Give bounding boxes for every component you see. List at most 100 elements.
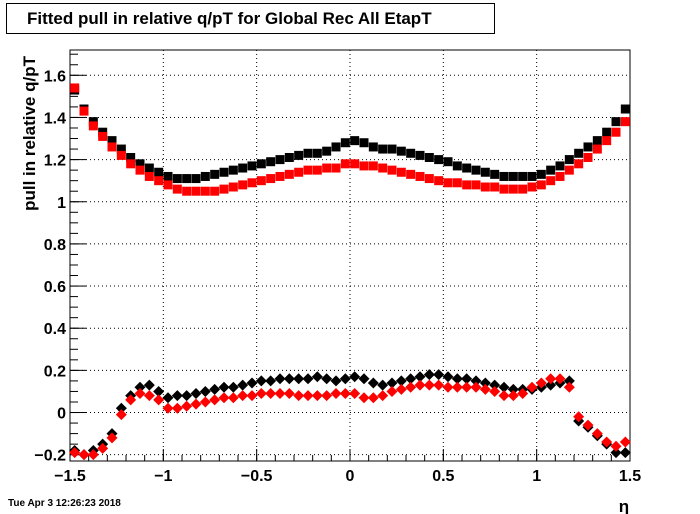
data-point-diamond (582, 419, 594, 431)
x-tick-label: 1 (532, 468, 541, 485)
data-point-diamond (283, 373, 295, 385)
data-point-diamond (507, 383, 519, 395)
data-point-diamond (554, 373, 566, 385)
data-point-square (378, 144, 388, 154)
data-point-square (182, 174, 192, 184)
data-point-diamond (358, 373, 370, 385)
data-point-diamond (433, 369, 445, 381)
data-point-diamond (433, 379, 445, 391)
data-point-square (126, 152, 136, 162)
data-point-square (182, 186, 192, 196)
x-tick-labels: −1.5 −1 −0.5 0 0.5 1 1.5 (54, 468, 641, 485)
data-point-square (602, 136, 612, 146)
data-point-diamond (442, 371, 454, 383)
data-point-diamond (377, 379, 389, 391)
data-point-square (611, 117, 621, 127)
data-point-diamond (498, 390, 510, 402)
data-point-diamond (489, 379, 501, 391)
data-point-diamond (181, 400, 193, 412)
data-point-square (116, 144, 126, 154)
data-point-square (546, 176, 556, 186)
data-point-diamond (451, 381, 463, 393)
data-point-diamond (218, 392, 230, 404)
data-point-diamond (591, 428, 603, 440)
data-point-square (378, 163, 388, 173)
data-point-diamond (87, 449, 99, 461)
data-point-square (480, 167, 490, 177)
data-point-square (443, 157, 453, 167)
data-point-square (275, 171, 285, 181)
data-point-square (583, 142, 593, 152)
data-point-square (592, 136, 602, 146)
x-tick-label: −0.5 (241, 468, 273, 485)
y-tick-label: 0.4 (44, 321, 66, 338)
data-point-diamond (190, 398, 202, 410)
data-point-square (424, 152, 434, 162)
data-point-diamond (535, 377, 547, 389)
chart-title: Fitted pull in relative q/pT for Global … (27, 8, 432, 28)
data-point-diamond (339, 373, 351, 385)
data-point-diamond (134, 381, 146, 393)
data-point-square (564, 155, 574, 165)
y-tick-label: 0 (57, 406, 66, 423)
data-point-square (163, 180, 173, 190)
data-point-diamond (545, 379, 557, 391)
data-point-square (284, 152, 294, 162)
timestamp: Tue Apr 3 12:26:23 2018 (8, 498, 121, 509)
data-point-diamond (97, 442, 109, 454)
data-point-square (256, 176, 266, 186)
x-tick-label: 1.5 (619, 468, 641, 485)
data-point-square (191, 186, 201, 196)
data-point-diamond (405, 373, 417, 385)
data-point-square (172, 184, 182, 194)
data-point-diamond (367, 392, 379, 404)
data-point-diamond (405, 381, 417, 393)
data-point-diamond (153, 394, 165, 406)
data-point-square (228, 165, 238, 175)
data-point-diamond (199, 385, 211, 397)
y-axis-label: pull in relative q/pT (20, 55, 39, 211)
y-tick-label: 1.6 (44, 68, 66, 85)
x-tick-label: −1 (154, 468, 172, 485)
data-point-diamond (274, 388, 286, 400)
data-point-square (322, 163, 332, 173)
data-point-diamond (171, 390, 183, 402)
data-point-diamond (545, 373, 557, 385)
data-point-square (79, 106, 89, 116)
y-tick-labels: −0.2 0 0.2 0.4 0.6 0.8 1 1.2 1.4 1.6 (34, 68, 66, 464)
x-tick-label: −1.5 (54, 468, 86, 485)
data-point-diamond (115, 402, 127, 414)
data-point-diamond (330, 375, 342, 387)
data-point-diamond (563, 375, 575, 387)
data-point-diamond (619, 436, 631, 448)
data-point-square (154, 176, 164, 186)
data-point-square (490, 169, 500, 179)
data-point-diamond (321, 373, 333, 385)
data-points (69, 83, 631, 461)
y-tick-label: 0.6 (44, 279, 66, 296)
data-point-diamond (106, 432, 118, 444)
data-point-diamond (414, 371, 426, 383)
data-point-square (266, 174, 276, 184)
data-point-square (144, 163, 154, 173)
data-point-diamond (246, 390, 258, 402)
data-point-square (546, 165, 556, 175)
data-point-square (555, 161, 565, 171)
data-point-diamond (199, 396, 211, 408)
data-point-diamond (181, 390, 193, 402)
data-point-diamond (470, 375, 482, 387)
data-point-square (247, 178, 257, 188)
data-point-square (555, 171, 565, 181)
data-point-square (135, 159, 145, 169)
data-point-square (518, 184, 528, 194)
data-point-square (462, 163, 472, 173)
x-axis-label: η (619, 497, 629, 514)
data-point-diamond (246, 377, 258, 389)
data-point-square (443, 178, 453, 188)
data-point-square (219, 184, 229, 194)
data-point-square (424, 174, 434, 184)
y-tick-label: 1.2 (44, 153, 66, 170)
data-point-diamond (162, 392, 174, 404)
data-point-diamond (479, 377, 491, 389)
data-point-diamond (227, 392, 239, 404)
